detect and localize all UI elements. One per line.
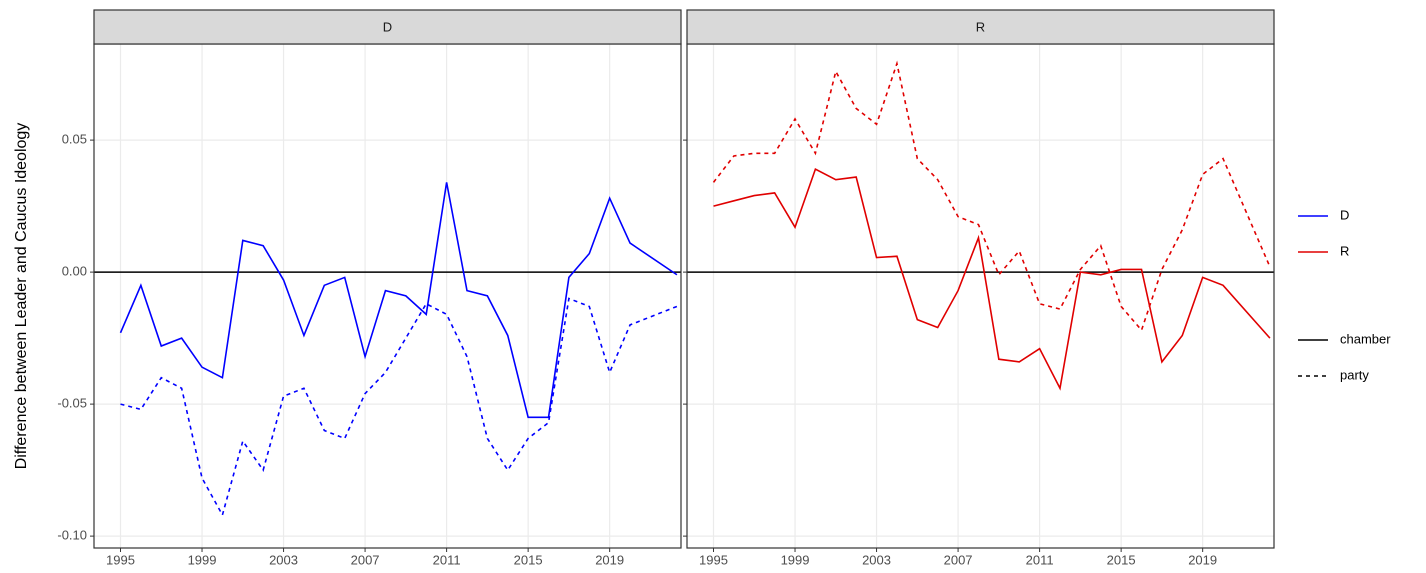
x-tick-label: 1995: [699, 552, 728, 567]
x-tick-label: 2015: [1107, 552, 1136, 567]
x-tick-label: 1999: [781, 552, 810, 567]
legend-label: chamber: [1340, 331, 1391, 346]
y-tick-label: 0.05: [62, 132, 87, 147]
x-tick-label: 2015: [514, 552, 543, 567]
x-tick-label: 2011: [433, 552, 461, 567]
panel-background: [687, 44, 1274, 548]
legend-label: party: [1340, 367, 1369, 382]
y-axis-label: Difference between Leader and Caucus Ide…: [13, 123, 30, 470]
x-tick-label: 2007: [944, 552, 973, 567]
legend-label: D: [1340, 207, 1349, 222]
y-tick-label: -0.05: [57, 396, 87, 411]
strip: [93, 9, 682, 45]
series-line: [713, 168, 1271, 391]
series-line: [120, 297, 678, 518]
x-tick-label: 1995: [106, 552, 135, 567]
x-tick-label: 2019: [595, 552, 624, 567]
y-tick-label: -0.10: [57, 528, 87, 543]
strip-label: D: [383, 19, 392, 34]
legend-label: R: [1340, 243, 1349, 258]
panel-background: [94, 44, 681, 548]
x-tick-label: 2019: [1188, 552, 1217, 567]
x-tick-label: 1999: [188, 552, 217, 567]
x-tick-label: 2011: [1026, 552, 1054, 567]
series-line: [712, 60, 1271, 332]
y-tick-label: 0.00: [62, 264, 87, 279]
x-tick-label: 2003: [269, 552, 298, 567]
x-tick-label: 2007: [351, 552, 380, 567]
series-line: [119, 182, 678, 419]
strip-label: R: [976, 19, 985, 34]
strip: [686, 9, 1275, 45]
x-tick-label: 2003: [862, 552, 891, 567]
